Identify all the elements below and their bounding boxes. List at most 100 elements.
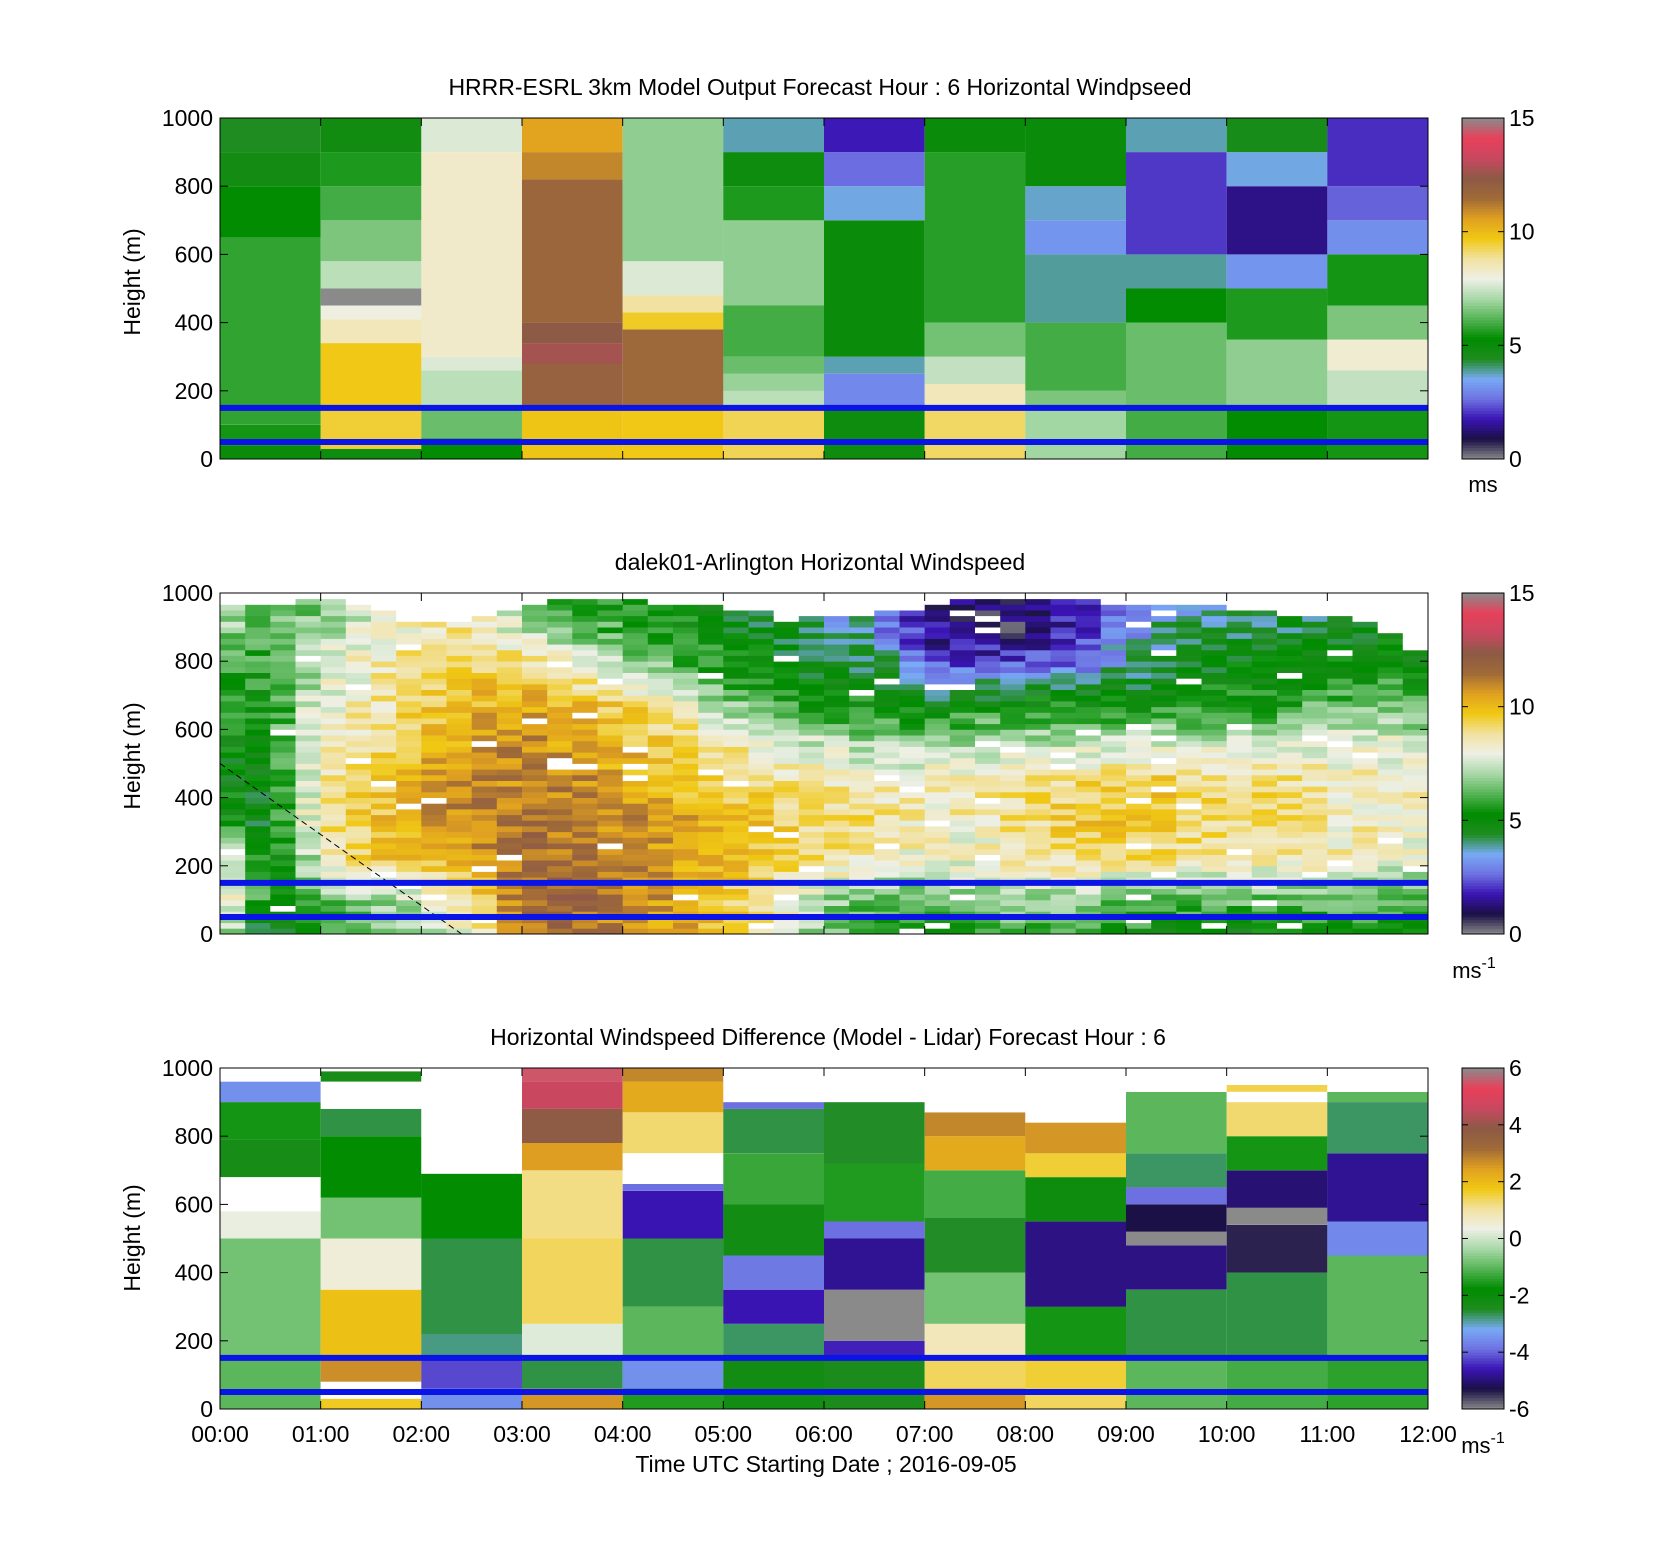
heatmap-cell bbox=[824, 922, 850, 929]
heatmap-cell bbox=[975, 746, 1001, 753]
colorbar-segment bbox=[1462, 1170, 1504, 1174]
heatmap-cell bbox=[1402, 746, 1429, 753]
colorbar-segment bbox=[1462, 1221, 1504, 1225]
heatmap-cell bbox=[522, 894, 548, 901]
heatmap-cell bbox=[597, 729, 624, 736]
heatmap-cell bbox=[975, 814, 1001, 821]
heatmap-cell bbox=[320, 319, 422, 344]
heatmap-cell bbox=[1377, 848, 1404, 855]
heatmap-cell bbox=[245, 780, 271, 787]
colorbar-segment bbox=[1462, 118, 1504, 122]
heatmap-cell bbox=[773, 814, 800, 821]
heatmap-cell bbox=[1151, 746, 1177, 753]
heatmap-cell bbox=[1201, 706, 1228, 713]
heatmap-cell bbox=[1201, 621, 1228, 628]
heatmap-cell bbox=[295, 780, 322, 787]
heatmap-cell bbox=[220, 809, 246, 816]
heatmap-cell bbox=[748, 735, 775, 742]
heatmap-cell bbox=[1352, 689, 1379, 696]
colorbar-segment bbox=[1462, 860, 1504, 864]
heatmap-cell bbox=[1377, 905, 1404, 912]
heatmap-cell bbox=[975, 809, 1001, 816]
heatmap-cell bbox=[748, 899, 775, 906]
colorbar-segment bbox=[1462, 791, 1504, 796]
heatmap-cell bbox=[421, 854, 447, 861]
heatmap-cell bbox=[471, 831, 498, 838]
heatmap-cell bbox=[1151, 831, 1177, 838]
heatmap-cell bbox=[1277, 786, 1303, 793]
colorbar-segment bbox=[1462, 831, 1504, 836]
heatmap-cell bbox=[647, 917, 674, 924]
heatmap-cell bbox=[849, 928, 875, 935]
heatmap-cell bbox=[245, 774, 271, 781]
heatmap-cell bbox=[824, 752, 850, 759]
colorbar-segment bbox=[1462, 1156, 1504, 1160]
heatmap-cell bbox=[1201, 712, 1228, 719]
heatmap-cell bbox=[471, 718, 498, 725]
time-tick-label: 09:00 bbox=[1097, 1421, 1155, 1447]
colorbar-segment bbox=[1462, 786, 1504, 790]
colorbar-segment bbox=[1462, 700, 1504, 705]
heatmap-cell bbox=[1050, 627, 1077, 634]
heatmap-cell bbox=[698, 899, 724, 906]
heatmap-cell bbox=[371, 593, 397, 600]
heatmap-cell bbox=[270, 894, 296, 901]
heatmap-cell bbox=[320, 1238, 422, 1290]
heatmap-cell bbox=[824, 666, 850, 673]
heatmap-cell bbox=[220, 882, 246, 889]
heatmap-cell bbox=[824, 706, 850, 713]
heatmap-cell bbox=[1025, 706, 1051, 713]
heatmap-cell bbox=[220, 791, 246, 798]
heatmap-cell bbox=[924, 1272, 1026, 1324]
heatmap-cell bbox=[396, 769, 422, 776]
heatmap-cell bbox=[320, 672, 347, 679]
heatmap-cell bbox=[975, 695, 1001, 702]
heatmap-cell bbox=[975, 831, 1001, 838]
heatmap-cell bbox=[1176, 627, 1202, 634]
heatmap-cell bbox=[421, 695, 447, 702]
colorbar-segment bbox=[1462, 749, 1504, 753]
heatmap-cell bbox=[849, 820, 875, 827]
heatmap-cell bbox=[1277, 928, 1303, 935]
heatmap-cell bbox=[1126, 757, 1152, 764]
colorbar-segment bbox=[1462, 413, 1504, 417]
colorbar-segment bbox=[1462, 1227, 1504, 1231]
heatmap-cell bbox=[270, 917, 296, 924]
heatmap-cell bbox=[295, 598, 322, 605]
heatmap-cell bbox=[597, 735, 624, 742]
heatmap-cell bbox=[748, 831, 775, 838]
heatmap-cell bbox=[924, 814, 951, 821]
heatmap-cell bbox=[446, 797, 473, 804]
heatmap-cell bbox=[698, 615, 724, 622]
heatmap-cell bbox=[622, 791, 649, 798]
heatmap-cell bbox=[1201, 843, 1228, 850]
heatmap-cell bbox=[320, 809, 347, 816]
heatmap-cell bbox=[1201, 786, 1228, 793]
heatmap-cell bbox=[522, 854, 548, 861]
heatmap-cell bbox=[924, 882, 951, 889]
heatmap-cell bbox=[1025, 649, 1051, 656]
colorbar-segment bbox=[1462, 149, 1504, 153]
heatmap-cell bbox=[471, 712, 498, 719]
heatmap-cell bbox=[924, 322, 1026, 357]
heatmap-cell bbox=[723, 797, 749, 804]
heatmap-cell bbox=[496, 888, 523, 895]
heatmap-cell bbox=[1050, 882, 1077, 889]
heatmap-cell bbox=[270, 786, 296, 793]
heatmap-cell bbox=[446, 712, 473, 719]
heatmap-cell bbox=[270, 683, 296, 690]
heatmap-cell bbox=[1201, 894, 1228, 901]
heatmap-cell bbox=[471, 837, 498, 844]
heatmap-cell bbox=[1126, 882, 1152, 889]
heatmap-cell bbox=[446, 791, 473, 798]
heatmap-cell bbox=[446, 865, 473, 872]
heatmap-cell bbox=[597, 615, 624, 622]
heatmap-cell bbox=[1025, 1068, 1126, 1123]
heatmap-cell bbox=[1000, 774, 1026, 781]
heatmap-cell bbox=[1251, 593, 1278, 600]
heatmap-cell bbox=[1352, 865, 1379, 872]
colorbar-segment bbox=[1462, 1147, 1504, 1151]
heatmap-cell bbox=[1352, 672, 1379, 679]
heatmap-cell bbox=[1302, 899, 1328, 906]
heatmap-cell bbox=[1201, 837, 1228, 844]
